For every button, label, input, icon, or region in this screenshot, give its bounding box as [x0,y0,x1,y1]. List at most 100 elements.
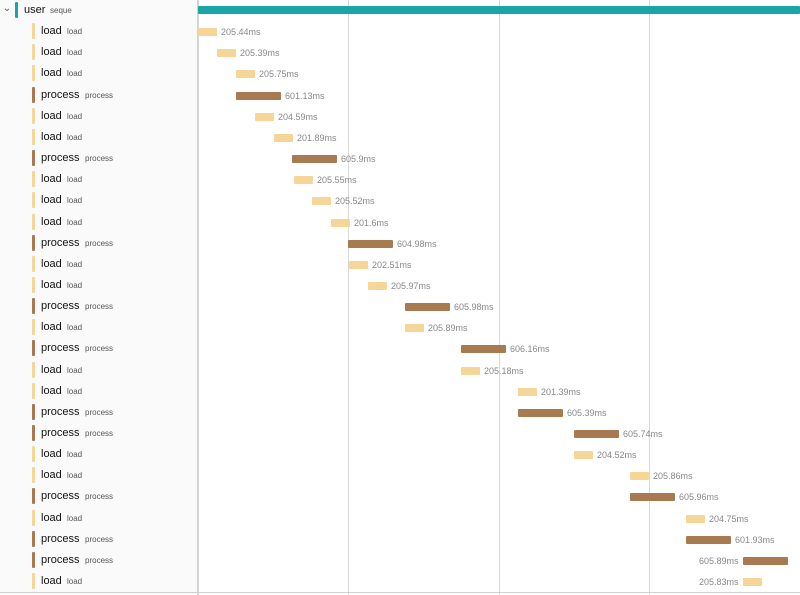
span-row[interactable]: load load [0,169,198,190]
service-name: process [41,237,80,249]
span-row[interactable]: load load [0,212,198,233]
span-row[interactable]: load load [0,465,198,486]
service-color-swatch [32,552,35,568]
span-row[interactable]: process process [0,148,198,169]
span-row[interactable]: process process [0,233,198,254]
span-row[interactable]: process process [0,296,198,317]
operation-name: load [67,175,83,184]
span-duration-label: 205.52ms [335,196,375,206]
service-name: load [41,258,62,270]
span-bar[interactable] [236,70,255,78]
span-row[interactable]: load load [0,317,198,338]
span-bar[interactable] [686,536,731,544]
span-bar[interactable] [574,430,619,438]
span-bar[interactable] [405,303,450,311]
span-duration-label: 201.39ms [541,387,581,397]
span-row[interactable]: load load [0,444,198,465]
service-color-swatch [32,277,35,293]
service-color-swatch [32,488,35,504]
service-color-swatch [32,446,35,462]
operation-name: load [67,281,83,290]
service-name: process [41,554,80,566]
service-name: load [41,321,62,333]
span-row[interactable]: load load [0,571,198,592]
span-bar[interactable] [743,557,788,565]
operation-name: load [67,577,83,586]
service-name: process [41,533,80,545]
span-bar[interactable] [461,345,506,353]
span-bar[interactable] [198,28,217,36]
span-bar[interactable] [217,49,236,57]
root-span-bar[interactable] [198,6,800,14]
span-duration-label: 605.39ms [567,408,607,418]
operation-name: process [85,492,114,501]
span-bar[interactable] [292,155,337,163]
span-bar[interactable] [348,240,393,248]
span-bar[interactable] [743,578,762,586]
span-row[interactable]: load load [0,254,198,275]
span-row[interactable]: load load [0,63,198,84]
service-color-swatch [32,129,35,145]
service-name: process [41,342,80,354]
service-color-swatch [32,171,35,187]
span-bar[interactable] [405,324,424,332]
span-row[interactable]: process process [0,338,198,359]
span-bar[interactable] [574,451,593,459]
span-row[interactable]: process process [0,486,198,507]
operation-name: load [67,218,83,227]
service-name: load [41,46,62,58]
operation-name: process [85,429,114,438]
span-row[interactable]: load load [0,190,198,211]
span-duration-label: 205.39ms [240,48,280,58]
service-color-swatch [32,425,35,441]
span-row[interactable]: process process [0,85,198,106]
span-row[interactable]: load load [0,360,198,381]
span-bar[interactable] [368,282,387,290]
service-name: load [41,575,62,587]
span-row[interactable]: load load [0,381,198,402]
span-bar[interactable] [630,472,649,480]
span-duration-label: 205.89ms [428,323,468,333]
operation-name: load [67,387,83,396]
span-row[interactable]: ⌄ user seque [0,0,198,21]
span-row[interactable]: process process [0,402,198,423]
span-row[interactable]: process process [0,550,198,571]
span-row[interactable]: process process [0,529,198,550]
span-duration-label: 201.89ms [297,133,337,143]
span-row[interactable]: process process [0,423,198,444]
span-bar[interactable] [274,134,293,142]
service-name: load [41,279,62,291]
span-bar[interactable] [255,113,274,121]
span-row[interactable]: load load [0,42,198,63]
chevron-down-icon[interactable]: ⌄ [2,3,12,14]
timeline-gridline [649,0,650,595]
operation-name: load [67,514,83,523]
span-duration-label: 605.74ms [623,429,663,439]
operation-name: process [85,239,114,248]
span-bar[interactable] [294,176,313,184]
span-bar[interactable] [349,261,368,269]
span-bar[interactable] [461,367,480,375]
service-name: load [41,110,62,122]
service-name: load [41,131,62,143]
operation-name: process [85,535,114,544]
operation-name: process [85,556,114,565]
service-color-swatch [32,340,35,356]
span-bar[interactable] [518,388,537,396]
span-bar[interactable] [630,493,675,501]
span-bar[interactable] [312,197,331,205]
span-bar[interactable] [518,409,563,417]
service-color-swatch [32,44,35,60]
span-bar[interactable] [331,219,350,227]
span-row[interactable]: load load [0,508,198,529]
span-row[interactable]: load load [0,21,198,42]
span-bar[interactable] [686,515,705,523]
service-name: load [41,194,62,206]
span-bar[interactable] [236,92,281,100]
span-duration-label: 604.98ms [397,239,437,249]
span-row[interactable]: load load [0,106,198,127]
span-row[interactable]: load load [0,275,198,296]
span-duration-label: 201.6ms [354,218,389,228]
span-row[interactable]: load load [0,127,198,148]
